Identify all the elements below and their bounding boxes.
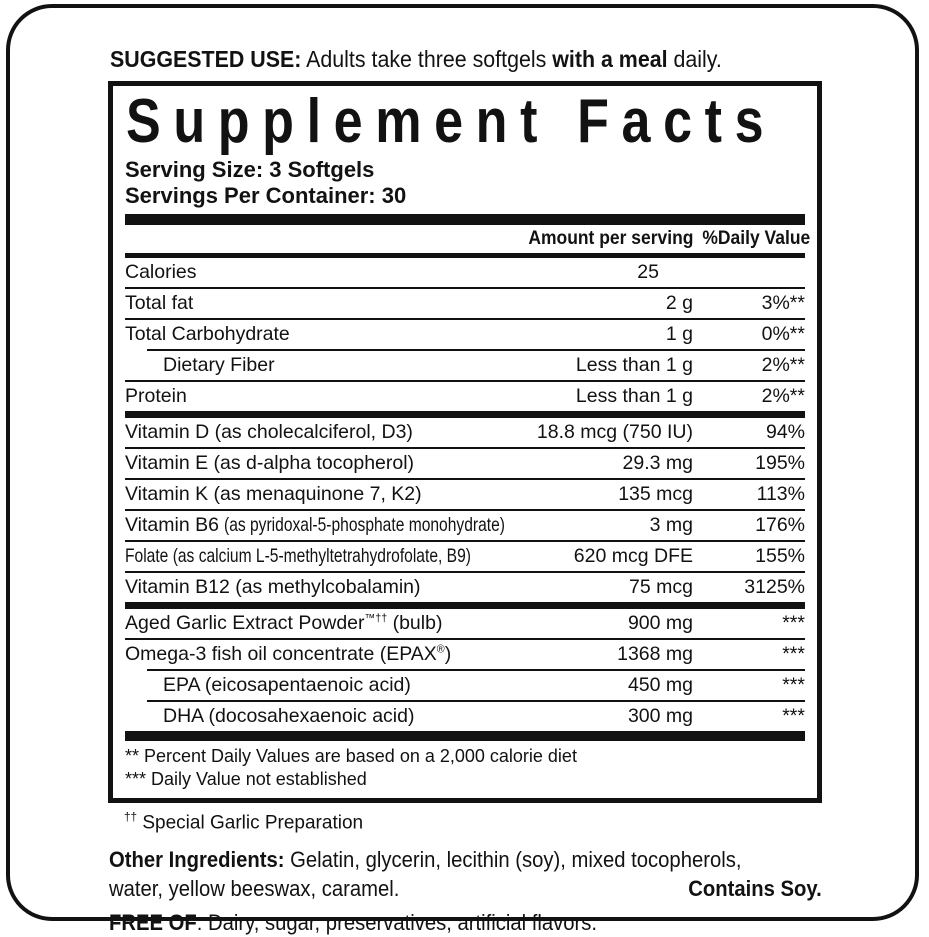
row-amount: 75 mcg: [629, 575, 693, 598]
other-ingredients-line1: Gelatin, glycerin, lecithin (soy), mixed…: [284, 846, 742, 872]
row-name: Vitamin D (as cholecalciferol, D3): [125, 421, 413, 444]
row-amount: 3 mg: [649, 514, 693, 537]
serving-size: Serving Size: 3 Softgels: [125, 157, 375, 183]
row-daily-value: ***: [782, 611, 805, 634]
row-name: Total Carbohydrate: [125, 323, 290, 346]
garlic-note-daggers: ††: [124, 811, 138, 825]
servings-per-container: Servings Per Container: 30: [125, 183, 407, 209]
footnote-dv-not-established: *** Daily Value not established: [125, 768, 367, 789]
nutrient-table: Calories 25 Total fat 2 g 3%** Total Carbohyd…: [125, 258, 805, 730]
suggested-use: SUGGESTED USE: Adults take three softgel…: [110, 46, 772, 74]
row-daily-value: 113%: [756, 483, 805, 506]
table-row: Aged Garlic Extract Powder™†† (bulb) 900 …: [125, 609, 805, 638]
row-daily-value: 0%**: [761, 323, 805, 346]
row-daily-value: 2%**: [761, 354, 805, 377]
garlic-note-text: Special Garlic Preparation: [137, 812, 364, 834]
other-ingredients-line2-text: water, yellow beeswax, caramel.: [109, 875, 400, 901]
other-ingredients-line2: water, yellow beeswax, caramel. Contains…: [109, 874, 822, 903]
row-amount: Less than 1 g: [575, 354, 693, 377]
row-amount: 1368 mg: [617, 642, 693, 665]
row-name: Protein: [125, 385, 187, 408]
row-daily-value: 155%: [755, 544, 805, 567]
divider-medium: [125, 253, 805, 259]
row-amount: 25: [637, 261, 659, 284]
other-ingredients: Other Ingredients: Gelatin, glycerin, le…: [109, 845, 822, 874]
daily-value-column-header: %Daily Value: [702, 228, 811, 250]
table-section: Aged Garlic Extract Powder™†† (bulb) 900 …: [125, 609, 805, 731]
row-daily-value: ***: [782, 673, 805, 696]
suggested-use-label: SUGGESTED USE:: [110, 46, 302, 72]
table-row: Vitamin D (as cholecalciferol, D3) 18.8 m…: [125, 418, 805, 447]
row-daily-value: 3125%: [744, 575, 805, 598]
row-name: Omega-3 fish oil concentrate (EPAX®): [125, 642, 452, 665]
free-of-label: FREE OF: [109, 910, 197, 936]
table-row: Vitamin B6 (as pyridoxal-5-phosphate mon…: [125, 509, 805, 540]
row-name: Vitamin K (as menaquinone 7, K2): [125, 483, 422, 506]
table-section: Calories 25 Total fat 2 g 3%** Total Carbohyd…: [125, 258, 805, 411]
table-section: Vitamin D (as cholecalciferol, D3) 18.8 m…: [125, 418, 805, 602]
row-name: DHA (docosahexaenoic acid): [163, 704, 415, 727]
row-amount: 18.8 mcg (750 IU): [536, 421, 693, 444]
row-amount: 620 mcg DFE: [573, 544, 693, 567]
row-name: Total fat: [125, 292, 194, 315]
amount-column-header: Amount per serving: [527, 228, 693, 250]
table-row: Folate (as calcium L-5-methyltetrahydrof…: [125, 539, 805, 571]
table-row: Vitamin B12 (as methylcobalamin) 75 mcg 31…: [125, 570, 805, 602]
row-amount: 2 g: [665, 292, 693, 315]
row-name: Vitamin B12 (as methylcobalamin): [125, 575, 421, 598]
table-row: Protein Less than 1 g 2%**: [125, 380, 805, 411]
garlic-note: †† Special Garlic Preparation: [124, 811, 822, 834]
row-amount: 450 mg: [627, 673, 693, 696]
row-name: Dietary Fiber: [163, 354, 275, 377]
free-of: FREE OF: Dairy, sugar, preservatives, ar…: [109, 908, 822, 937]
other-ingredients-label: Other Ingredients:: [109, 846, 285, 872]
table-row: EPA (eicosapentaenoic acid) 450 mg ***: [147, 668, 805, 700]
footnote-daily-values: ** Percent Daily Values are based on a 2…: [125, 745, 577, 766]
table-row: Total fat 2 g 3%**: [125, 287, 805, 318]
row-daily-value: 94%: [765, 421, 805, 444]
free-of-text: : Dairy, sugar, preservatives, artificia…: [196, 910, 598, 936]
footnotes: ** Percent Daily Values are based on a 2…: [125, 741, 805, 793]
row-daily-value: 3%**: [761, 292, 805, 315]
table-row: Dietary Fiber Less than 1 g 2%**: [147, 349, 805, 380]
divider-thick: [125, 730, 805, 741]
suggested-use-bold: with a meal: [552, 46, 668, 72]
row-name: Vitamin B6 (as pyridoxal-5-phosphate mon…: [125, 514, 506, 537]
panel-title: Supplement Facts: [126, 86, 777, 156]
table-row: Vitamin K (as menaquinone 7, K2) 135 mcg 1…: [125, 478, 805, 509]
row-name: EPA (eicosapentaenoic acid): [163, 673, 411, 696]
label-outer-border: [6, 4, 919, 921]
bottom-text-block: Other Ingredients: Gelatin, glycerin, le…: [109, 845, 822, 937]
column-headers: Amount per serving %Daily Value: [125, 225, 811, 253]
divider-thick: [125, 411, 805, 419]
suggested-use-text: Adults take three softgels: [301, 46, 553, 72]
row-daily-value: 176%: [755, 514, 805, 537]
row-name: Aged Garlic Extract Powder™†† (bulb): [125, 611, 443, 634]
contains-soy: Contains Soy.: [688, 875, 822, 901]
row-amount: 900 mg: [627, 611, 693, 634]
suggested-use-post: daily.: [667, 46, 722, 72]
table-row: Omega-3 fish oil concentrate (EPAX®) 1368…: [125, 637, 805, 669]
row-name: Vitamin E (as d-alpha tocopherol): [125, 452, 415, 475]
row-amount: 135 mcg: [618, 483, 693, 506]
row-daily-value: 195%: [755, 452, 805, 475]
row-amount: 29.3 mg: [622, 452, 693, 475]
supplement-facts-panel: Supplement Facts Serving Size: 3 Softgel…: [108, 80, 822, 804]
table-row: DHA (docosahexaenoic acid) 300 mg ***: [147, 699, 805, 731]
row-daily-value: ***: [782, 704, 805, 727]
row-name: Folate (as calcium L-5-methyltetrahydrof…: [125, 544, 471, 567]
divider-thick: [125, 214, 805, 226]
row-daily-value: ***: [782, 642, 805, 665]
divider-thick: [125, 601, 805, 609]
table-row: Total Carbohydrate 1 g 0%**: [125, 318, 805, 349]
row-amount: 1 g: [665, 323, 693, 346]
table-row: Vitamin E (as d-alpha tocopherol) 29.3 mg…: [125, 447, 805, 478]
row-amount: Less than 1 g: [575, 385, 693, 408]
row-daily-value: 2%**: [761, 385, 805, 408]
row-name: Calories: [125, 261, 197, 284]
table-row: Calories 25: [125, 258, 805, 287]
label-content: SUGGESTED USE: Adults take three softgel…: [108, 46, 822, 937]
row-amount: 300 mg: [627, 704, 693, 727]
